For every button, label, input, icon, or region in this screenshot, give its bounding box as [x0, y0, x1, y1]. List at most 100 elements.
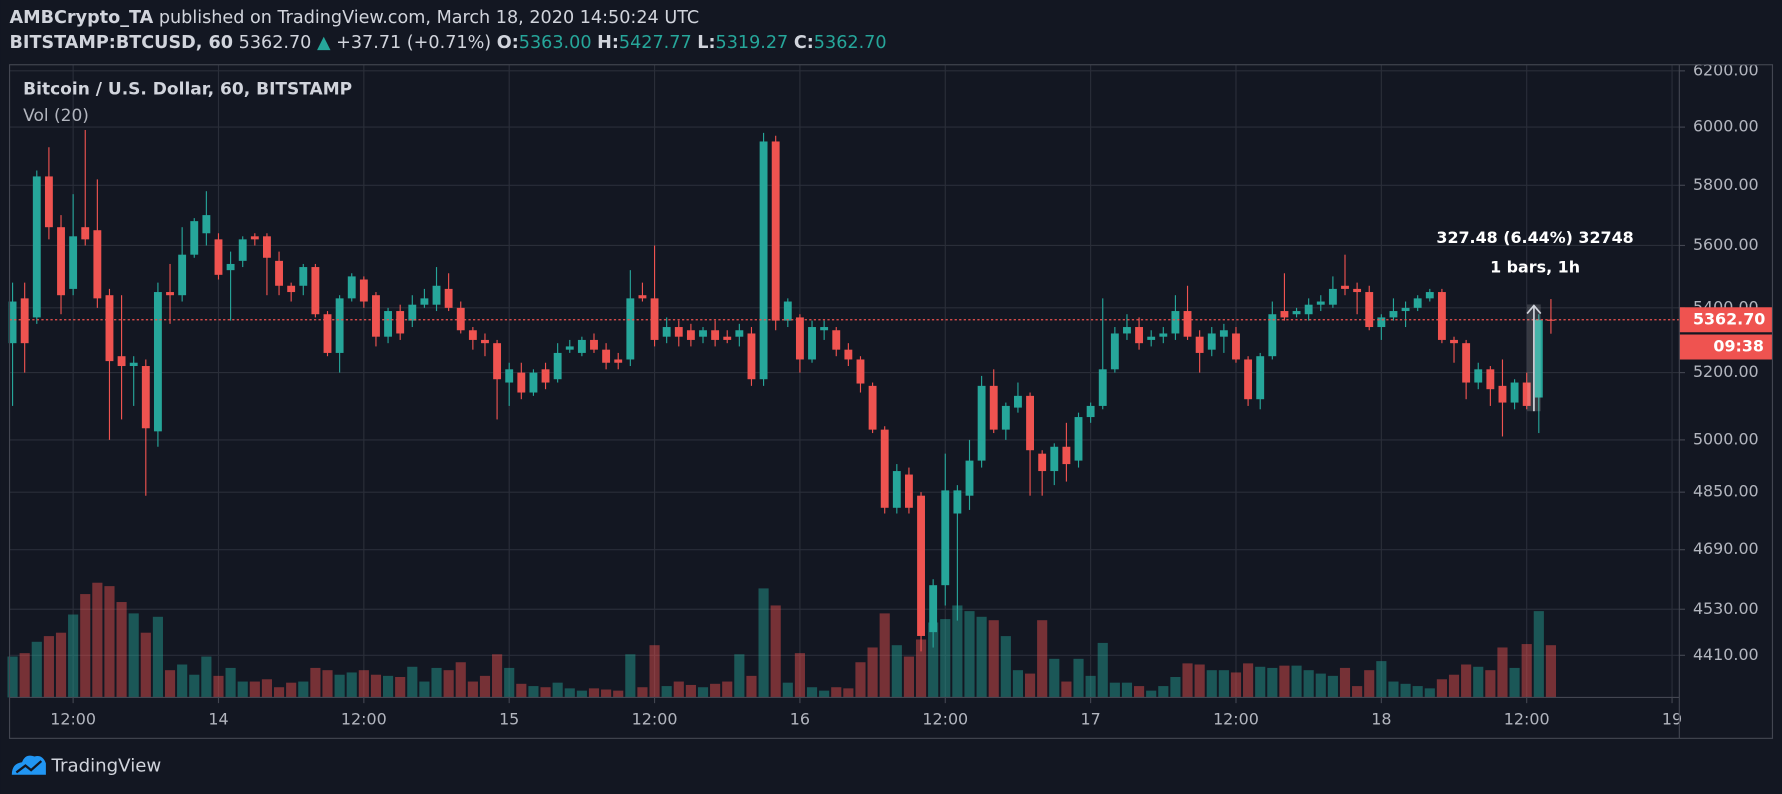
x-tick-label: 15 [499, 710, 519, 729]
candle-body [1147, 336, 1156, 340]
volume-bar [1255, 666, 1266, 698]
candle-body [1462, 343, 1471, 383]
volume-bar [1509, 667, 1520, 698]
candle-body [650, 298, 659, 340]
candle-body [1062, 446, 1071, 465]
candle-body [1353, 288, 1362, 293]
candle-body [335, 298, 344, 353]
candle-body [117, 356, 126, 367]
candle-body [299, 267, 308, 286]
brand[interactable]: TradingView [51, 756, 162, 777]
volume-bar [1388, 681, 1399, 698]
x-tick-label: 12:00 [50, 710, 96, 729]
y-tick-label: 5200.00 [1693, 362, 1759, 381]
candle-body [1280, 311, 1289, 318]
countdown-box [1679, 334, 1773, 360]
volume-bar [7, 656, 18, 698]
candle-body [1522, 382, 1531, 406]
volume-bar [1170, 677, 1181, 698]
candle-body [1123, 327, 1131, 334]
candle-body [69, 236, 78, 289]
candle-body [590, 339, 598, 350]
volume-bar [794, 653, 805, 698]
candle-body [977, 385, 986, 461]
volume-bar [1448, 674, 1460, 698]
candle-body [129, 362, 138, 367]
volume-bar [1412, 686, 1423, 698]
candle-body [275, 260, 283, 286]
volume-bar [1061, 681, 1072, 698]
volume-bar [201, 656, 212, 698]
volume-bar [346, 672, 357, 698]
volume-bar [867, 647, 878, 698]
publish-line: AMBCrypto_TA published on TradingView.co… [10, 8, 700, 28]
volume-bar [1303, 670, 1314, 698]
y-tick-label: 4410.00 [1693, 645, 1759, 664]
candle-body [1183, 311, 1192, 337]
volume-bar [1000, 636, 1011, 698]
volume-bar [746, 675, 757, 698]
up-arrow: ▲ [317, 33, 331, 53]
volume-bar [782, 682, 793, 698]
candle-body [178, 254, 187, 296]
candle-body [190, 221, 199, 255]
candle-body [1389, 311, 1398, 318]
y-tick-label: 6000.00 [1693, 117, 1759, 136]
volume-bar [1461, 664, 1472, 698]
volume-bar [661, 686, 672, 698]
volume-bar [261, 679, 273, 698]
candle-body [166, 292, 174, 296]
candle-body [93, 230, 102, 299]
candle-body [941, 490, 950, 586]
volume-bar [637, 687, 648, 698]
candle-body [1219, 330, 1228, 337]
candle-body [1098, 369, 1107, 406]
candle-body [250, 236, 259, 240]
volume-bar [564, 688, 575, 698]
candle-body [553, 352, 562, 380]
candle-body [505, 369, 514, 383]
volume-bar [92, 582, 103, 698]
candle-body [856, 359, 865, 384]
candle-body [1244, 359, 1253, 400]
candle-body [141, 366, 150, 429]
volume-bar [528, 686, 539, 698]
volume-bar [891, 645, 902, 698]
candle-body [880, 429, 889, 508]
volume-bar [1545, 645, 1556, 698]
volume-bar [1315, 673, 1326, 698]
volume-bar [988, 620, 999, 698]
volume-bar [1049, 658, 1060, 698]
volume-bar [770, 605, 781, 698]
x-tick-label: 17 [1081, 710, 1101, 729]
candle-body [347, 276, 356, 299]
symbol: BITSTAMP:BTCUSD, 60 [10, 33, 233, 53]
last-price-box [1679, 307, 1773, 333]
x-tick-label: 12:00 [922, 710, 968, 729]
c-label: C: [794, 33, 814, 53]
candle-body [735, 330, 744, 337]
volume-bar [1485, 670, 1496, 698]
candle-body [1328, 288, 1337, 305]
h-label: H: [597, 33, 619, 53]
candle-body [444, 288, 453, 308]
volume-bar [1400, 683, 1411, 698]
candle-body [226, 263, 235, 271]
volume-bar [370, 674, 382, 698]
candle-body [1195, 336, 1204, 353]
y-tick-label: 5800.00 [1693, 175, 1759, 194]
candle-body [1135, 327, 1144, 344]
candle-body [1159, 333, 1168, 337]
x-tick-label: 12:00 [632, 710, 678, 729]
candle-body [626, 298, 635, 360]
y-tick-label: 5600.00 [1693, 235, 1759, 254]
author: AMBCrypto_TA [10, 8, 154, 28]
volume-bar [104, 586, 115, 698]
volume-bar [588, 688, 600, 698]
x-tick-label: 16 [790, 710, 810, 729]
volume-bar [1364, 670, 1375, 698]
volume-bar [1339, 667, 1351, 698]
candle-body [1437, 292, 1446, 340]
candle-body [965, 460, 974, 496]
countdown-label: 09:38 [1713, 337, 1764, 356]
